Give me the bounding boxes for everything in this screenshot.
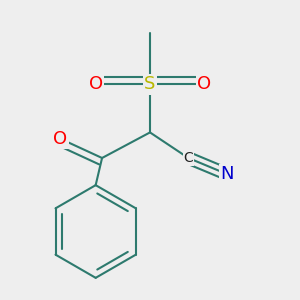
Text: O: O (88, 76, 103, 94)
Text: O: O (53, 130, 68, 148)
Text: S: S (144, 76, 156, 94)
Text: N: N (220, 165, 233, 183)
Text: C: C (184, 151, 193, 165)
Text: O: O (197, 76, 212, 94)
